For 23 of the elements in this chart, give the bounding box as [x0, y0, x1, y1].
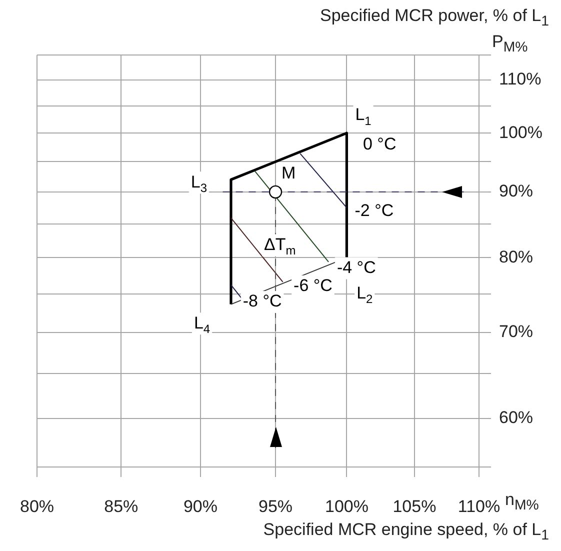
y-tick-label: 70% — [499, 322, 534, 341]
annotation: -6 °C — [294, 276, 332, 296]
y-tick-label: 80% — [499, 247, 534, 266]
annotation: -4 °C — [336, 258, 376, 277]
x-tick-label: 85% — [104, 496, 138, 516]
text: n$_{M%}$ — [505, 490, 539, 514]
x-tick-label: 80% — [20, 496, 54, 516]
y-tick-label: 60% — [499, 408, 534, 428]
x-tick-label: 110% — [458, 496, 500, 516]
x-tick-label: 90% — [183, 496, 218, 516]
annotation: 0 °C — [363, 134, 396, 154]
x-tick-label: 105% — [392, 496, 436, 516]
y-tick-label: 110% — [499, 70, 542, 89]
text: P$_{M%}$ — [492, 32, 528, 56]
annotation: -2 °C — [354, 201, 394, 220]
x-tick-label: 100% — [324, 496, 368, 516]
x-tick-label: 95% — [258, 496, 293, 516]
y-tick-label: 100% — [499, 122, 542, 142]
x-axis-title: Specified MCR engine speed, % of L$_{1}$ — [263, 520, 549, 543]
annotation: -8 °C — [242, 292, 282, 311]
annotation: M — [282, 163, 296, 182]
y-axis-title: Specified MCR power, % of L$_{1}$ — [320, 6, 549, 30]
y-tick-label: 90% — [499, 182, 534, 201]
